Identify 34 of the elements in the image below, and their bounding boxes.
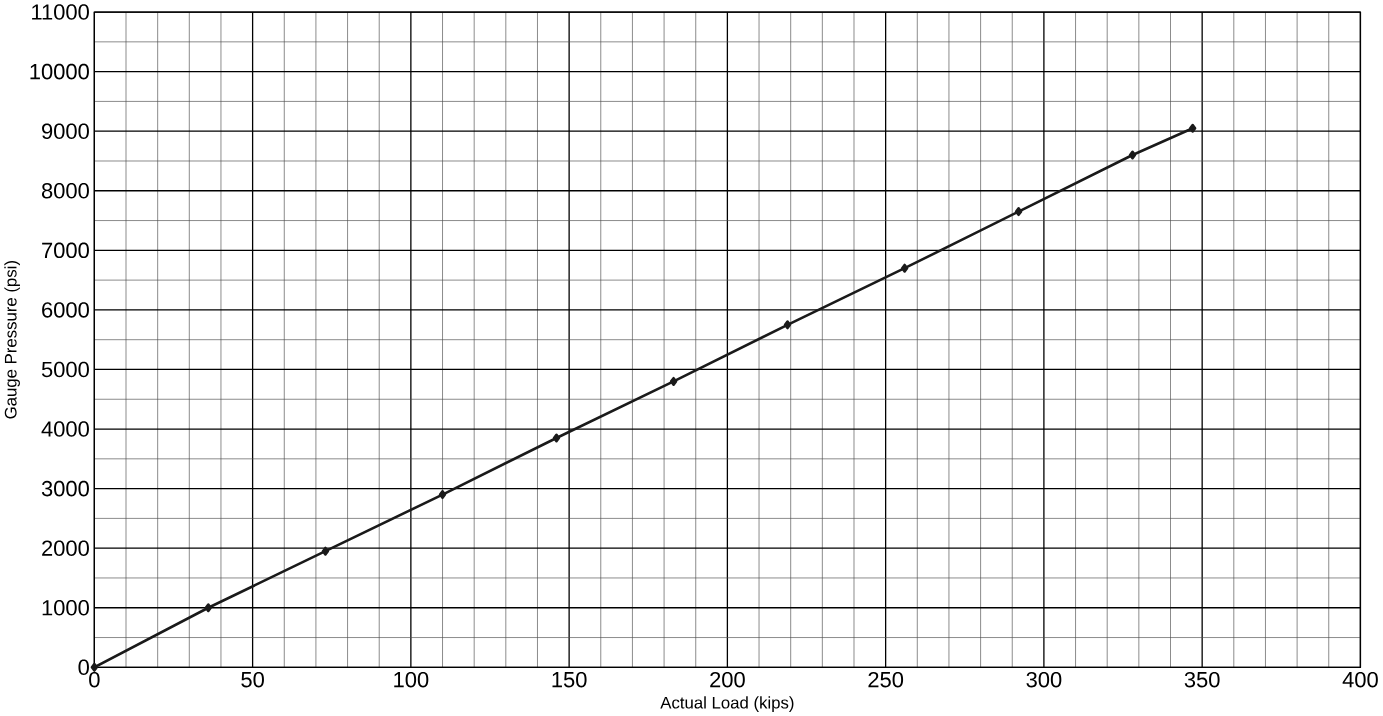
point [204, 603, 213, 613]
y-tick-label: 5000 [41, 361, 89, 378]
point [321, 546, 330, 556]
y-axis-title: Gauge Pressure (psi) [4, 260, 20, 419]
point [1188, 123, 1197, 133]
point [669, 376, 678, 386]
x-tick-label: 150 [552, 671, 587, 688]
x-tick-label: 300 [1026, 671, 1062, 688]
y-tick-label: 3000 [41, 480, 89, 497]
y-tick-label: 2000 [42, 540, 89, 556]
point [552, 433, 561, 443]
y-tick-label: 11000 [32, 4, 89, 20]
x-tick-label: 400 [1342, 671, 1378, 688]
y-tick-label: 1000 [42, 599, 89, 616]
y-tick-label: 9000 [42, 123, 89, 139]
point [438, 489, 447, 499]
y-tick-label: 0 [78, 659, 89, 675]
point [1128, 150, 1137, 160]
x-tick-label: 0 [89, 671, 100, 688]
point [90, 662, 99, 672]
x-axis-title: Actual Load (kips) [660, 696, 794, 712]
y-tick-label: 7000 [42, 242, 89, 259]
point [783, 320, 792, 330]
x-tick-label: 250 [868, 671, 904, 688]
y-tick-label: 8000 [41, 182, 89, 199]
x-tick-label: 50 [241, 671, 264, 688]
y-tick-label: 10000 [30, 63, 89, 80]
y-tick-label: 6000 [42, 302, 89, 318]
x-tick-label: 350 [1184, 671, 1220, 688]
y-tick-label: 4000 [41, 421, 89, 437]
point [1014, 207, 1023, 217]
x-tick-label: 200 [710, 671, 745, 688]
x-tick-label: 100 [394, 671, 429, 688]
point [900, 263, 909, 273]
